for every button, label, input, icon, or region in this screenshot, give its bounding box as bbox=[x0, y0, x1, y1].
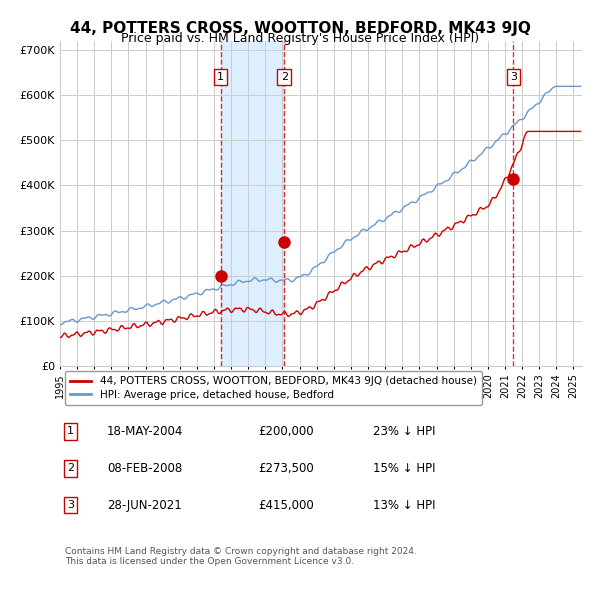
Text: £273,500: £273,500 bbox=[259, 462, 314, 475]
Text: £415,000: £415,000 bbox=[259, 499, 314, 512]
Text: 1: 1 bbox=[217, 72, 224, 82]
Text: 08-FEB-2008: 08-FEB-2008 bbox=[107, 462, 182, 475]
Bar bbox=[221, 41, 284, 366]
Text: 1: 1 bbox=[67, 427, 74, 437]
Text: Price paid vs. HM Land Registry's House Price Index (HPI): Price paid vs. HM Land Registry's House … bbox=[121, 32, 479, 45]
Text: 18-MAY-2004: 18-MAY-2004 bbox=[107, 425, 184, 438]
Legend: 44, POTTERS CROSS, WOOTTON, BEDFORD, MK43 9JQ (detached house), HPI: Average pri: 44, POTTERS CROSS, WOOTTON, BEDFORD, MK4… bbox=[65, 371, 482, 405]
Text: 13% ↓ HPI: 13% ↓ HPI bbox=[373, 499, 436, 512]
Text: £200,000: £200,000 bbox=[259, 425, 314, 438]
Text: 3: 3 bbox=[67, 500, 74, 510]
Text: 2: 2 bbox=[281, 72, 288, 82]
Text: 28-JUN-2021: 28-JUN-2021 bbox=[107, 499, 182, 512]
Text: Contains HM Land Registry data © Crown copyright and database right 2024.
This d: Contains HM Land Registry data © Crown c… bbox=[65, 547, 417, 566]
Text: 3: 3 bbox=[510, 72, 517, 82]
Text: 44, POTTERS CROSS, WOOTTON, BEDFORD, MK43 9JQ: 44, POTTERS CROSS, WOOTTON, BEDFORD, MK4… bbox=[70, 21, 530, 35]
Text: 15% ↓ HPI: 15% ↓ HPI bbox=[373, 462, 436, 475]
Text: 23% ↓ HPI: 23% ↓ HPI bbox=[373, 425, 436, 438]
Text: 2: 2 bbox=[67, 463, 74, 473]
